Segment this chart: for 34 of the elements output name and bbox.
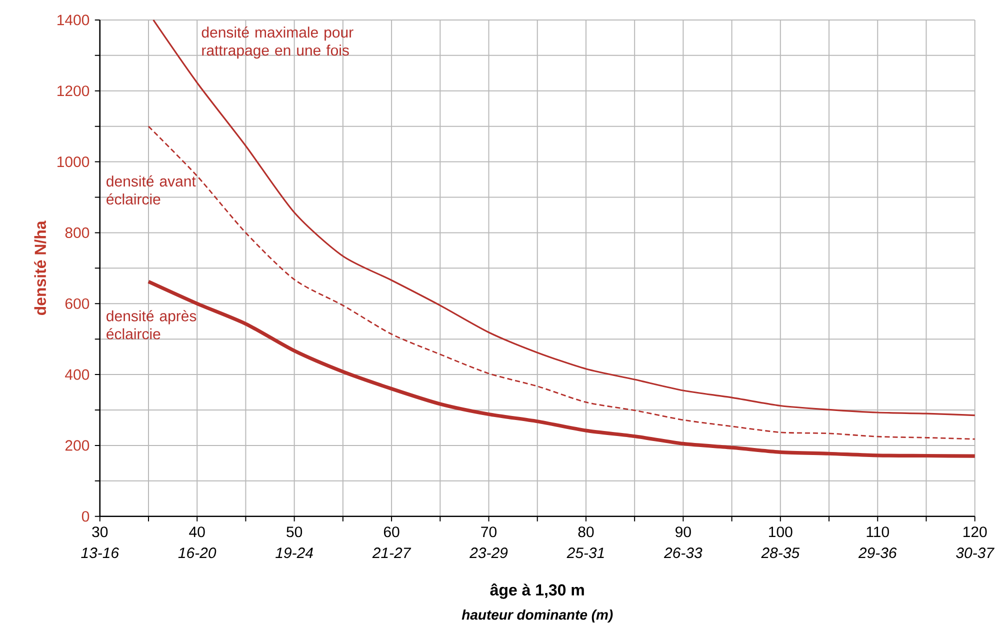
- x2-axis-title: hauteur dominante (m): [462, 610, 613, 623]
- y-tick-label: 200: [65, 440, 90, 452]
- x-tick-label: 90: [676, 526, 691, 538]
- y-tick-label: 800: [65, 228, 90, 238]
- y-tick-label: 400: [65, 369, 90, 380]
- x-tick-label: 60: [384, 526, 400, 538]
- x-tick-label: 40: [189, 526, 205, 538]
- text: 21-27: [372, 548, 412, 558]
- text: 25-31: [566, 548, 604, 558]
- x-tick-label: 50: [286, 526, 302, 538]
- series-label: densité avant éclaircie: [106, 176, 196, 205]
- series-label: densité maximale pour rattrapage en une fois: [202, 26, 354, 59]
- text: 23-29: [470, 548, 508, 558]
- text: 26-33: [664, 548, 702, 558]
- y-tick-label: 1000: [58, 156, 90, 168]
- x-tick-label: 120: [963, 526, 987, 538]
- y-tick-label: 0: [82, 511, 90, 522]
- y-tick-label: 600: [65, 298, 90, 310]
- series-label: densité après éclaircie: [106, 310, 196, 340]
- x-tick-label: 110: [866, 526, 889, 538]
- x-tick-label: 70: [481, 526, 496, 538]
- y-tick-label: 1400: [58, 14, 90, 26]
- y-axis-title: densité N/ha: [34, 220, 46, 316]
- text: 28-35: [761, 548, 800, 558]
- x-axis-title: âge à 1,30 m: [490, 584, 584, 600]
- x-tick-label: 30: [92, 526, 108, 538]
- text: 19-24: [276, 548, 313, 558]
- y-tick-label: 1200: [58, 86, 90, 96]
- text: 16-20: [178, 548, 216, 558]
- text: 13-16: [81, 548, 120, 558]
- text: 30-37: [956, 548, 994, 558]
- x-tick-label: 80: [578, 526, 594, 538]
- text: 29-36: [858, 548, 897, 558]
- x-tick-label: 100: [769, 526, 792, 538]
